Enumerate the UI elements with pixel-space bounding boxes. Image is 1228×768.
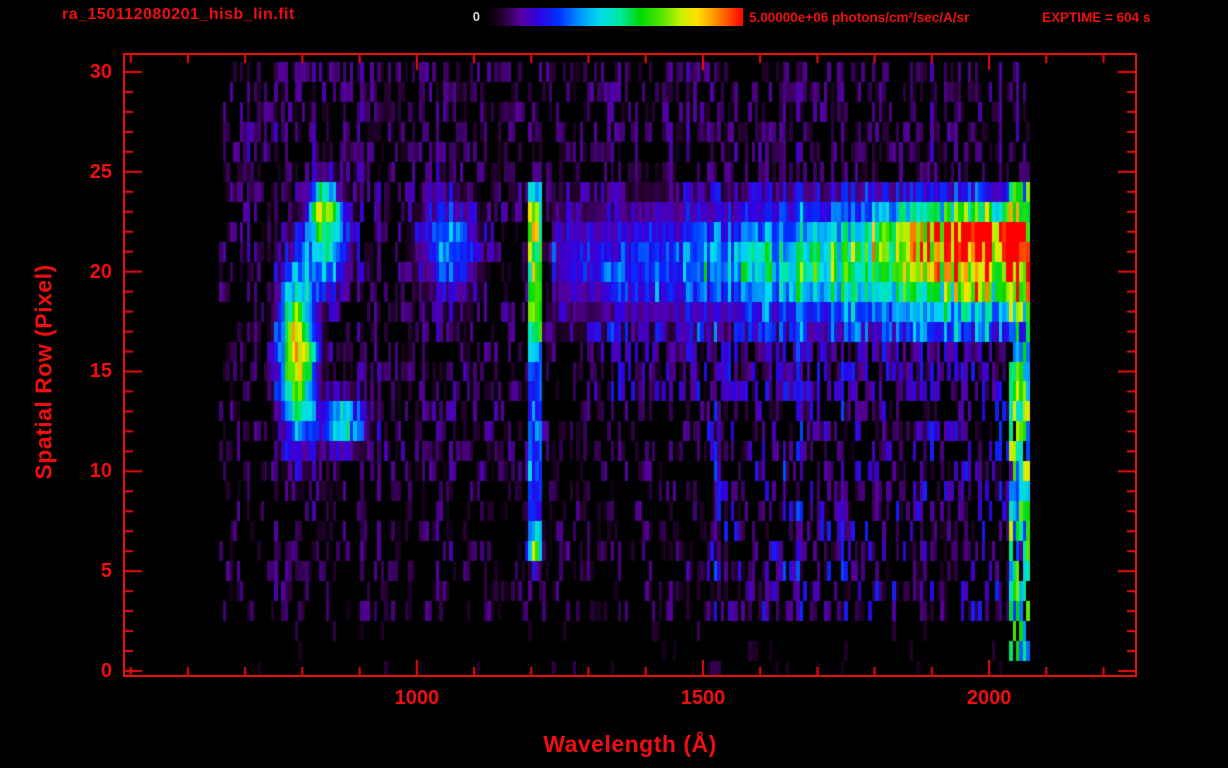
x-tick-label: 2000	[966, 687, 1012, 709]
y-tick-label: 0	[100, 660, 112, 682]
y-tick-label: 10	[89, 460, 112, 483]
spectral-heatmap-canvas	[125, 55, 1135, 675]
plot-area	[123, 53, 1137, 677]
y-tick-label: 20	[89, 260, 112, 283]
y-tick-label: 5	[100, 560, 112, 583]
x-axis-label: Wavelength (Å)	[543, 731, 717, 757]
y-axis-label: Spatial Row (Pixel)	[30, 264, 57, 480]
colorbar-gradient	[487, 8, 743, 26]
file-title: ra_150112080201_hisb_lin.fit	[62, 6, 295, 23]
x-tick-label: 1000	[394, 687, 440, 709]
y-tick-label: 25	[89, 160, 112, 183]
exposure-time-label: EXPTIME = 604 s	[1042, 10, 1151, 25]
colorbar-max-label: 5.00000e+06 photons/cm²/sec/A/sr	[749, 10, 970, 25]
y-tick-label: 15	[89, 360, 112, 383]
y-tick-label: 30	[89, 60, 112, 83]
colorbar-min-label: 0	[472, 9, 480, 24]
x-tick-label: 1500	[680, 687, 726, 709]
